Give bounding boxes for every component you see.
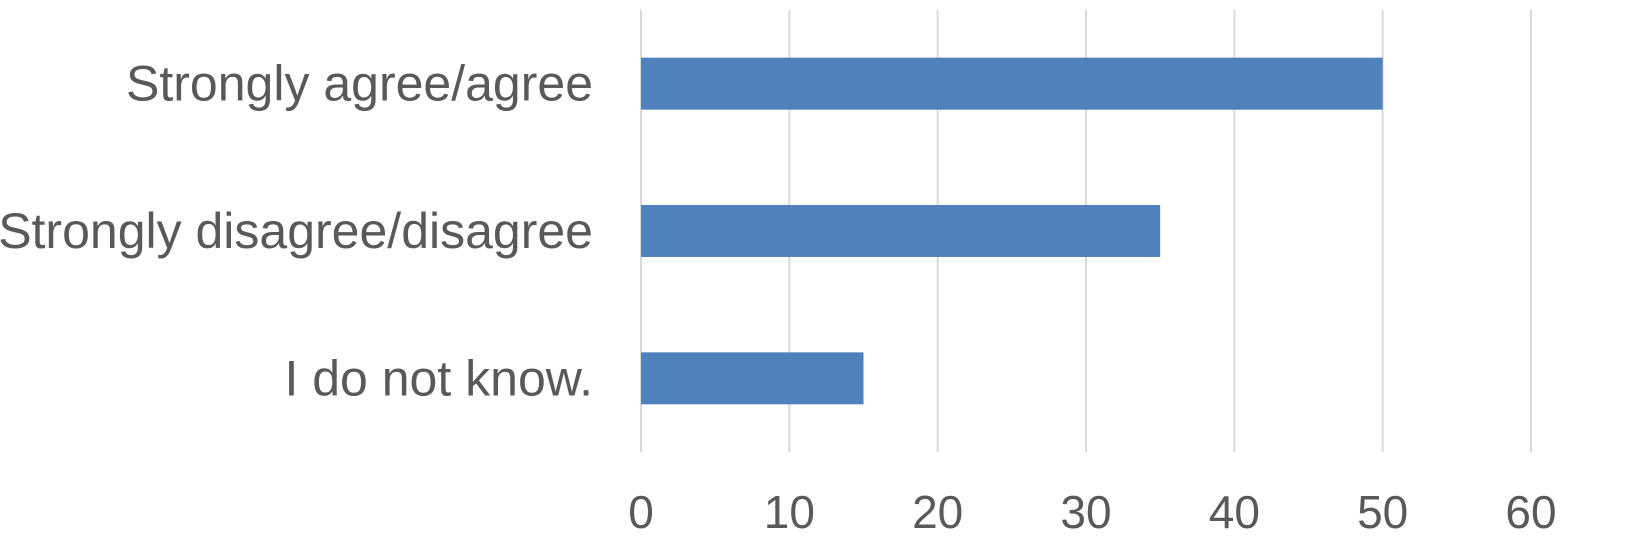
x-tick-label: 40 bbox=[1209, 486, 1260, 538]
x-axis-tick-labels: 0 10 20 30 40 50 60 bbox=[628, 486, 1556, 538]
x-tick-label: 50 bbox=[1357, 486, 1408, 538]
bar bbox=[641, 352, 864, 405]
x-tick-label: 60 bbox=[1505, 486, 1556, 538]
category-label: I do not know. bbox=[284, 350, 593, 406]
category-labels: Strongly agree/agree Strongly disagree/di… bbox=[0, 56, 593, 407]
x-tick-label: 20 bbox=[912, 486, 963, 538]
x-tick-label: 30 bbox=[1060, 486, 1111, 538]
bars bbox=[641, 57, 1383, 405]
bar bbox=[641, 205, 1161, 257]
category-label: Strongly agree/agree bbox=[126, 56, 593, 112]
x-tick-label: 10 bbox=[764, 486, 815, 538]
bar bbox=[641, 57, 1383, 110]
category-label: Strongly disagree/disagree bbox=[0, 203, 593, 259]
x-tick-label: 0 bbox=[628, 486, 654, 538]
